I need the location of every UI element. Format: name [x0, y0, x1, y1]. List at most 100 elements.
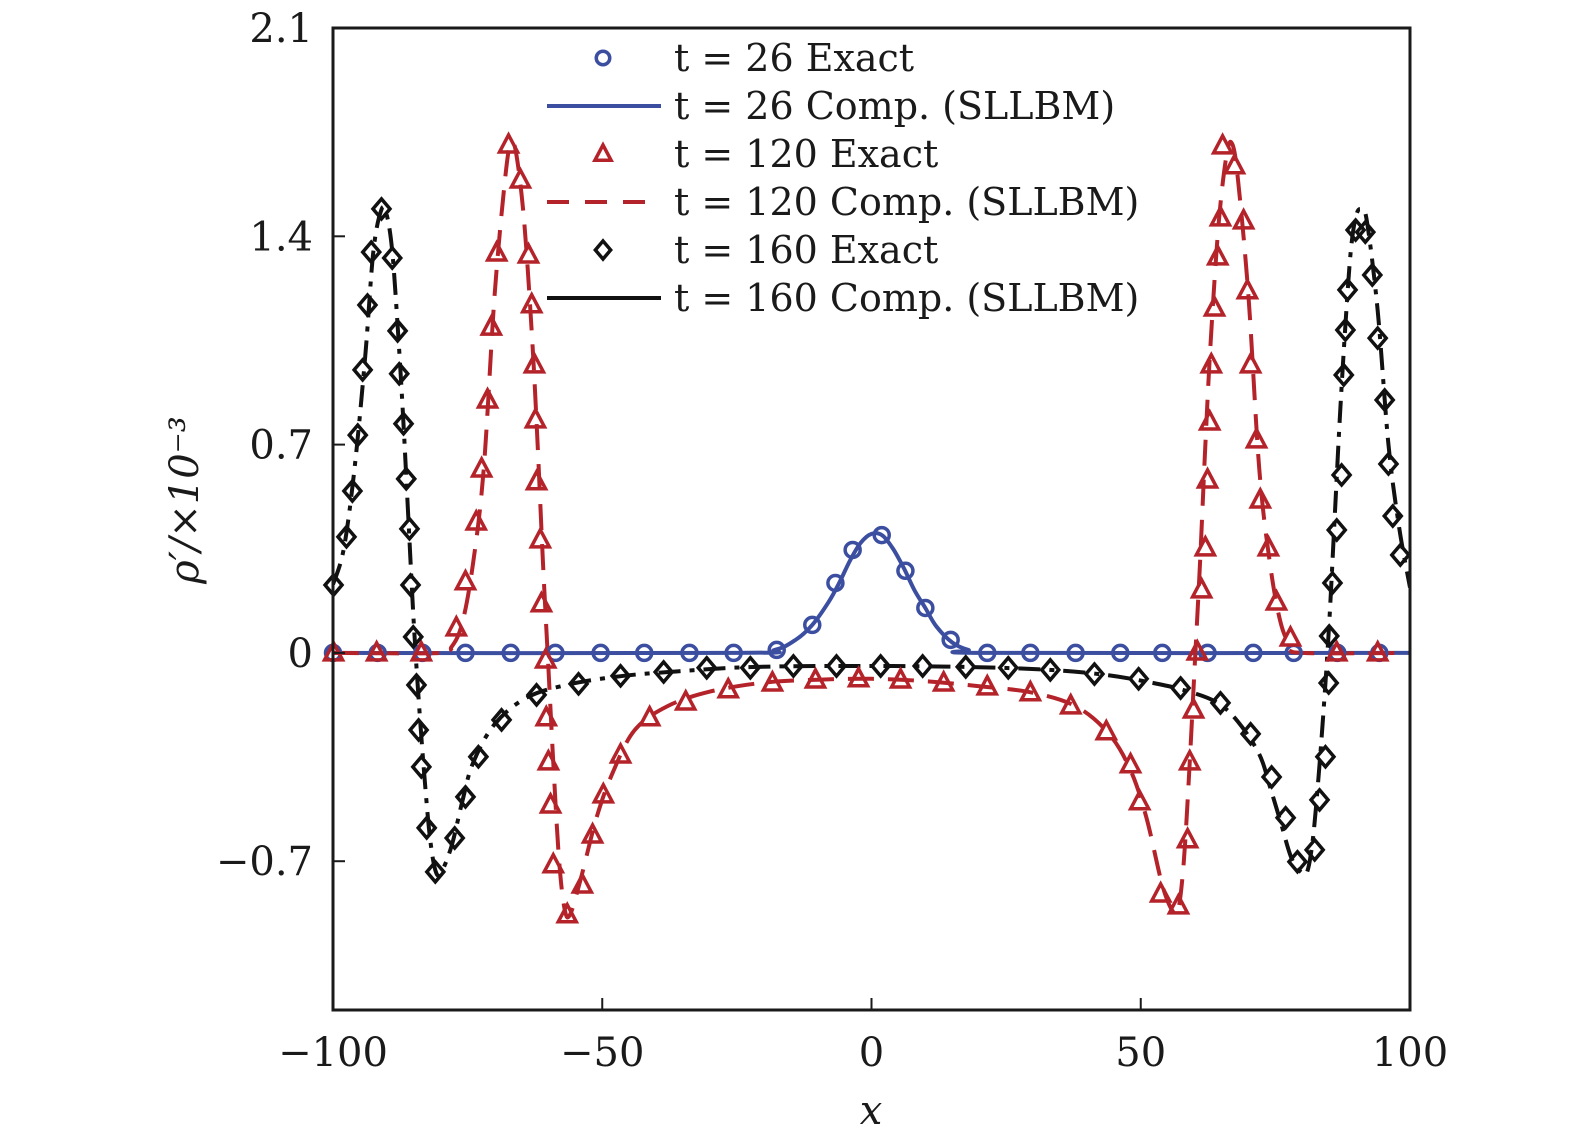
diamond-marker — [410, 754, 433, 780]
legend-circle-icon — [594, 49, 612, 67]
triangle-marker — [533, 646, 558, 669]
circle-marker — [456, 643, 475, 663]
y-tick-label: 0.7 — [249, 423, 313, 469]
circle-marker — [826, 573, 845, 593]
triangle-marker — [1256, 534, 1281, 557]
triangle-marker — [496, 131, 521, 154]
y-axis: −0.7 0 0.7 1.4 2.1 — [216, 6, 345, 885]
diamond-marker — [954, 654, 977, 680]
legend-diamond-icon — [593, 238, 613, 262]
diamond-marker — [392, 411, 415, 437]
triangle-marker — [1205, 243, 1230, 266]
diamond-marker — [1354, 219, 1377, 245]
triangle-marker — [1197, 408, 1222, 431]
diamond-marker — [443, 825, 466, 851]
diamond-marker — [1127, 666, 1150, 692]
triangle-marker — [479, 313, 504, 336]
diamond-marker — [381, 245, 404, 271]
diamond-marker — [341, 478, 364, 504]
x-tick-label: −50 — [560, 1030, 644, 1076]
circle-marker — [896, 561, 915, 581]
triangle-marker — [1166, 892, 1191, 915]
x-axis-label: x — [860, 1088, 883, 1134]
diamond-marker — [402, 624, 425, 650]
diamond-marker — [1321, 570, 1344, 596]
circle-marker — [941, 630, 960, 650]
triangle-marker — [1365, 639, 1390, 662]
triangle-marker — [508, 166, 533, 189]
triangle-marker — [673, 688, 698, 711]
diamond-marker — [1308, 787, 1331, 813]
triangle-marker — [1018, 679, 1043, 702]
diamond-marker — [1239, 721, 1262, 747]
y-tick-label: 2.1 — [249, 6, 313, 52]
legend-label: t = 120 Exact — [674, 132, 938, 176]
circle-marker — [1066, 643, 1085, 663]
diamond-marker — [424, 859, 447, 885]
diamond-marker — [1334, 317, 1357, 343]
triangle-marker — [846, 665, 871, 688]
diamond-marker — [346, 422, 369, 448]
triangle-marker — [484, 239, 509, 262]
diamond-marker — [1169, 675, 1192, 701]
diamond-marker — [388, 361, 411, 387]
diamond-marker — [467, 744, 490, 770]
triangle-marker — [1210, 132, 1235, 155]
triangle-marker — [1238, 351, 1263, 374]
circle-marker — [591, 643, 610, 663]
triangle-marker — [570, 871, 595, 894]
circle-marker — [501, 643, 520, 663]
diamond-marker — [356, 292, 379, 318]
circle-marker — [680, 643, 699, 663]
triangle-marker — [538, 791, 563, 814]
y-tick-label: −0.7 — [216, 839, 313, 885]
legend-triangle-icon — [591, 141, 615, 163]
diamond-marker — [1318, 623, 1341, 649]
x-tick-label: 0 — [859, 1030, 884, 1076]
triangle-marker — [529, 590, 554, 613]
triangle-marker — [464, 508, 489, 531]
circle-marker — [872, 525, 891, 545]
legend-label: t = 120 Comp. (SLLBM) — [674, 180, 1139, 224]
triangle-marker — [931, 669, 956, 692]
diamond-marker — [652, 659, 675, 685]
triangle-marker — [1185, 638, 1210, 661]
diamond-marker — [1332, 362, 1355, 388]
diamond-marker — [490, 707, 513, 733]
triangle-marker — [1202, 294, 1227, 317]
x-tick-label: 50 — [1115, 1030, 1166, 1076]
circle-marker — [724, 643, 743, 663]
diamond-marker — [370, 196, 393, 222]
triangle-marker — [528, 526, 553, 549]
legend-item: t = 120 Exact — [591, 132, 938, 176]
y-tick-label: 1.4 — [249, 214, 313, 260]
triangle-marker — [580, 821, 605, 844]
triangle-marker — [523, 406, 548, 429]
diamond-marker — [1317, 670, 1340, 696]
diamond-marker — [1314, 744, 1337, 770]
diamond-marker — [997, 655, 1020, 681]
legend-label: t = 26 Comp. (SLLBM) — [674, 84, 1115, 128]
diamond-marker — [1303, 837, 1326, 863]
diamond-marker — [1381, 503, 1404, 529]
diamond-marker — [869, 653, 892, 679]
diamond-marker — [386, 318, 409, 344]
triangle-marker — [1195, 466, 1220, 489]
triangle-marker — [716, 676, 741, 699]
triangle-marker — [975, 673, 1000, 696]
triangle-marker — [453, 568, 478, 591]
triangle-marker — [444, 614, 469, 637]
diamond-marker — [1389, 542, 1412, 568]
diamond-marker — [1373, 387, 1396, 413]
triangle-marker — [522, 351, 547, 374]
circle-marker — [1021, 643, 1040, 663]
triangle-marker — [1094, 718, 1119, 741]
diamond-marker — [360, 239, 383, 265]
series-markers-1 — [321, 131, 1390, 924]
series-line-t-26 — [333, 531, 1410, 656]
triangle-marker — [1118, 751, 1143, 774]
diamond-marker — [1039, 657, 1062, 683]
diamond-marker — [1361, 262, 1384, 288]
triangle-marker — [1324, 639, 1349, 662]
diamond-marker — [911, 653, 934, 679]
